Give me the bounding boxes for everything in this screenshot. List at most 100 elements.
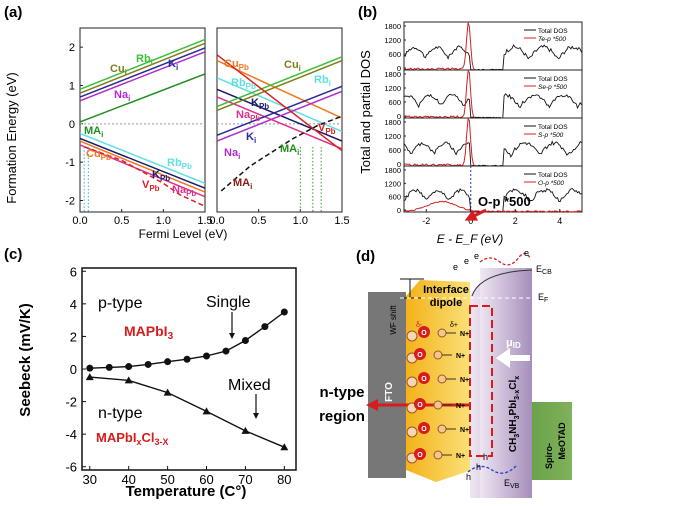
o-p-annotation: O-p *500: [478, 194, 531, 209]
defect-label: Nai: [114, 89, 130, 103]
legend-total: Total DOS: [538, 172, 568, 179]
electron-1: e: [453, 262, 458, 272]
defect-label: Cui: [110, 63, 127, 77]
defect-label: Cui: [284, 59, 301, 73]
oxygen-atom: [418, 422, 430, 434]
panel-c-chart: Seebeck (mV/K) Temperature (C°) 30 40 50 60…: [17, 264, 297, 500]
nitrogen-label: N+: [456, 353, 465, 360]
legend-partial: O-p *500: [538, 180, 564, 187]
seebeck-xtick-label: 50: [160, 472, 174, 487]
defect-label: Nai: [224, 147, 240, 161]
defect-label: MAi: [280, 143, 299, 157]
dos-ytick: 1800: [384, 166, 401, 175]
defect-label-sub: i: [101, 130, 103, 139]
panel-a-series-group: [217, 54, 342, 192]
panel-a-chart: Formation Energy (eV) Fermi Level (eV) 0…: [4, 27, 350, 241]
seebeck-ytick-label: -2: [65, 395, 77, 410]
defect-label-main: MA: [233, 177, 250, 189]
defect-label-main: Cu: [224, 58, 239, 70]
defect-label: MAi: [233, 177, 252, 191]
y-tick-label: 1: [69, 81, 75, 93]
dos-xtick-label: 2: [513, 216, 518, 226]
defect-label: KPb: [251, 97, 269, 111]
mapbicl-sub2: 3-X: [154, 437, 168, 447]
seebeck-ytick-label: 6: [70, 264, 77, 279]
defect-label-sub: i: [299, 64, 301, 73]
nitrogen-label: N+: [456, 403, 465, 410]
oxygen-atom: [418, 326, 430, 338]
total-dos-curve: [403, 187, 582, 213]
defect-label-sub: i: [254, 136, 256, 145]
delta-minus-label: δ-: [416, 322, 423, 329]
x-tick-label: 1.5: [334, 215, 349, 227]
defect-label-main: Na: [114, 89, 129, 101]
mu-arrow: [496, 348, 530, 368]
defect-label: CuPb: [224, 58, 249, 72]
nitrogen-label: N+: [456, 453, 465, 460]
defect-label: Ki: [168, 58, 178, 72]
total-dos-curve: [403, 93, 582, 119]
delta-plus-label: δ+: [450, 322, 458, 329]
defect-label-main: K: [152, 169, 160, 181]
legend-partial: Se-p *500: [538, 84, 567, 91]
mu-label: μID: [506, 337, 521, 350]
mapbicl-cl: Cl: [141, 430, 154, 445]
seebeck-point-single: [203, 352, 211, 360]
seebeck-point-mixed: [124, 376, 133, 384]
series-na-i: [217, 90, 342, 142]
panel-b-chart: Total and partial DOS 1800 1200 600 0 Total …: [358, 21, 583, 246]
electron-2: e: [464, 256, 469, 266]
defect-label-main: MA: [280, 143, 297, 155]
seebeck-xtick-label: 70: [238, 472, 252, 487]
x-tick-label: 1.0: [156, 215, 171, 227]
panel-d-diagram: FTO Spiro- MeOTAD CH3NH3PbI3-xClx WF shi…: [319, 248, 572, 498]
defect-label: VPb: [318, 122, 336, 136]
spiro-block: [532, 402, 572, 480]
defect-label: Rbi: [136, 53, 153, 67]
oxygen-label: O: [421, 426, 427, 433]
defect-label-main: Rb: [231, 77, 246, 89]
dos-ytick: 600: [388, 50, 401, 59]
defect-label-sub: i: [128, 94, 130, 103]
x-tick-label: 1.0: [293, 215, 308, 227]
defect-label: MAi: [84, 125, 103, 139]
dos-ytick: 1200: [384, 132, 401, 141]
hole-2: h: [476, 462, 481, 472]
dos-ytick: 0: [397, 112, 401, 121]
series-cu-i: [80, 42, 205, 94]
defect-label: Rbi: [314, 74, 331, 88]
defect-label-main: Rb: [167, 157, 182, 169]
y-tick-label: -1: [65, 157, 75, 169]
legend-total: Total DOS: [538, 28, 568, 35]
oxygen-atom: [414, 448, 426, 460]
seebeck-point-single: [280, 308, 288, 316]
defect-label-sub: Pb: [259, 102, 269, 111]
defect-label-sub: Pb: [246, 82, 256, 91]
total-dos-curve: [403, 44, 583, 71]
defect-label-sub: Pb: [239, 63, 249, 72]
nitrogen-label: N+: [460, 427, 469, 434]
defect-label-sub: i: [238, 152, 240, 161]
mapbi3-label: MAPbI3: [124, 323, 174, 342]
nitrogen-label: N+: [460, 331, 469, 338]
dos-ytick: 600: [388, 193, 401, 202]
carbon-bead: [433, 400, 443, 410]
seebeck-point-single: [241, 336, 249, 344]
panel-a-frame: [79, 27, 206, 213]
series-cu-pb: [80, 140, 205, 193]
oxygen-label: O: [417, 352, 423, 359]
series-na-i: [80, 51, 205, 102]
interface-label: Interface: [423, 284, 469, 296]
series-na-pb: [217, 96, 342, 150]
defect-label-main: K: [246, 131, 254, 143]
fto-bead: [406, 426, 418, 438]
defect-label-main: K: [168, 58, 176, 70]
legend-total: Total DOS: [538, 76, 568, 83]
region-label: region: [319, 408, 365, 425]
hole-1: h: [483, 452, 488, 462]
x-tick-label: 0.5: [251, 215, 266, 227]
defect-label: KPb: [152, 169, 170, 183]
defect-label-sub: i: [176, 63, 178, 72]
seebeck-ytick-label: 0: [70, 362, 77, 377]
